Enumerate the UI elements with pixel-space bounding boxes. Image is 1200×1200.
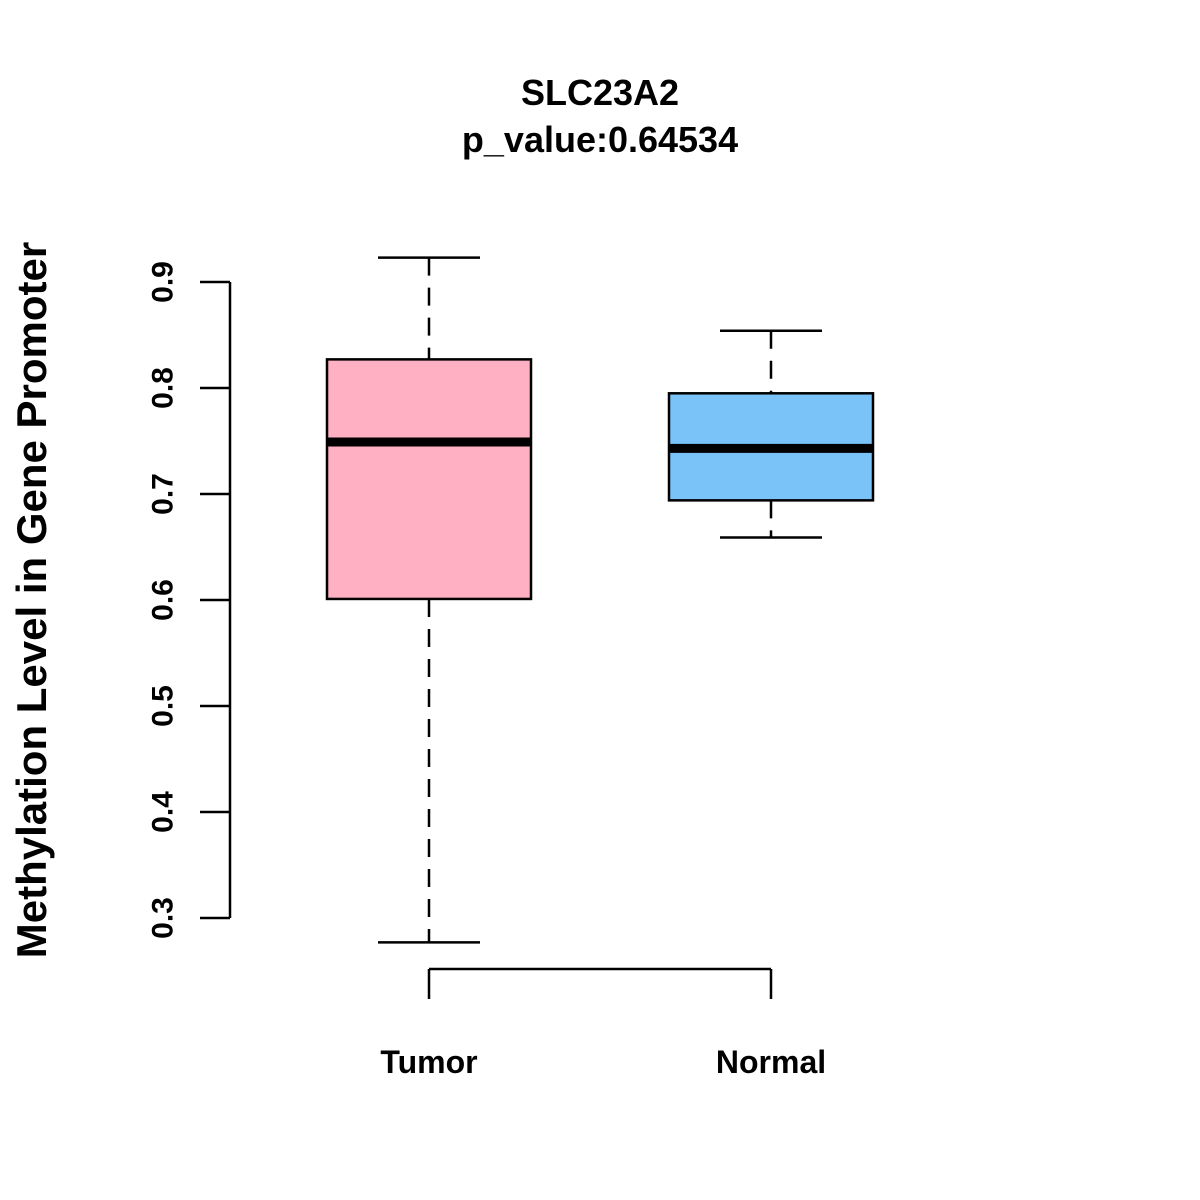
x-tick-label: Normal <box>716 1044 826 1080</box>
y-tick-label: 0.5 <box>147 685 180 727</box>
box-normal <box>667 329 875 539</box>
iqr-box <box>325 358 533 601</box>
y-tick-label: 0.3 <box>147 897 180 939</box>
y-tick-label: 0.9 <box>147 261 180 303</box>
x-tick-label: Tumor <box>380 1044 477 1080</box>
box-tumor <box>325 256 533 944</box>
y-tick-label: 0.6 <box>147 579 180 621</box>
chart-title: SLC23A2 <box>520 72 680 113</box>
chart-subtitle: p_value:0.64534 <box>461 119 739 160</box>
y-tick-label: 0.8 <box>147 367 180 409</box>
y-tick-label: 0.4 <box>147 791 180 833</box>
y-tick-label: 0.7 <box>147 473 180 515</box>
